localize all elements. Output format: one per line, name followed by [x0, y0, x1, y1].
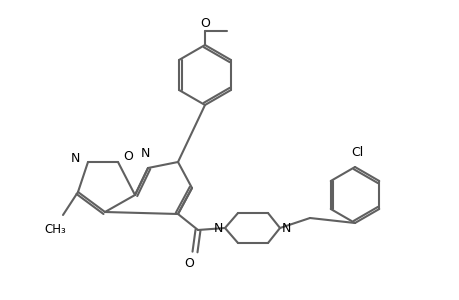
Text: O: O [184, 257, 194, 270]
Text: N: N [281, 223, 291, 236]
Text: N: N [140, 147, 149, 160]
Text: O: O [123, 151, 133, 164]
Text: Cl: Cl [350, 146, 362, 159]
Text: CH₃: CH₃ [44, 223, 66, 236]
Text: O: O [200, 17, 209, 30]
Text: N: N [71, 152, 80, 166]
Text: N: N [213, 223, 223, 236]
